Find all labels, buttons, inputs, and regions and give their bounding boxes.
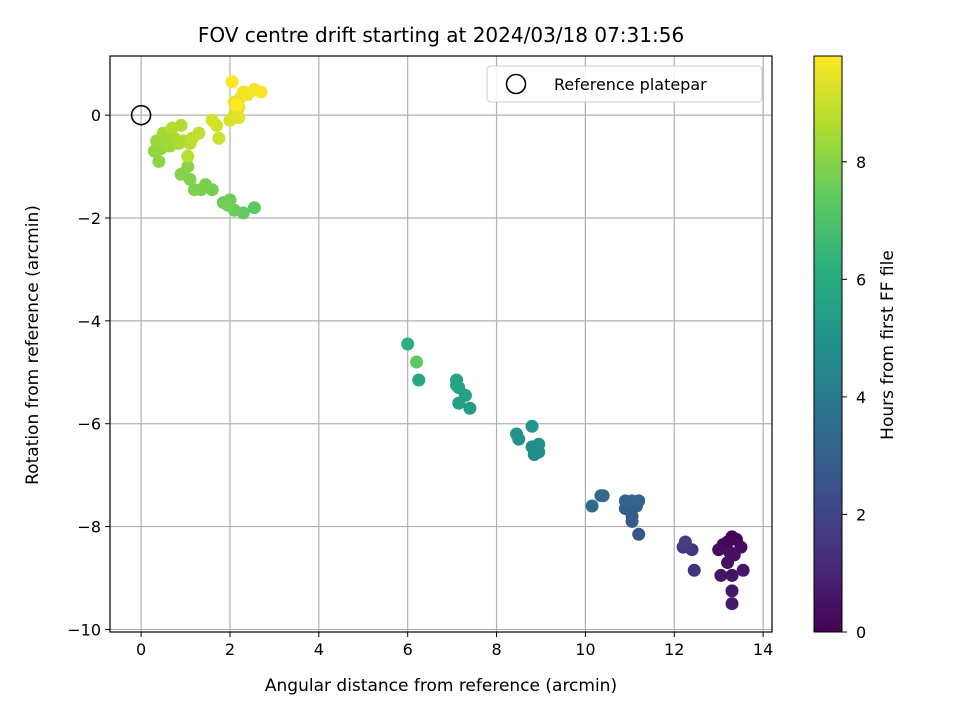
scatter-point (185, 131, 199, 145)
y-tick-label: −10 (67, 620, 101, 639)
scatter-point (618, 494, 632, 508)
scatter-point (725, 597, 739, 611)
scatter-point (687, 563, 701, 577)
x-tick-label: 8 (491, 640, 501, 659)
scatter-point (510, 427, 524, 441)
scatter-point (181, 149, 195, 163)
x-tick-label: 4 (314, 640, 324, 659)
colorbar-tick-label: 4 (856, 388, 866, 407)
scatter-point (212, 131, 226, 145)
scatter-point (401, 337, 415, 351)
scatter-point (463, 401, 477, 415)
x-tick-label: 2 (225, 640, 235, 659)
scatter-point (165, 121, 179, 135)
scatter-point (532, 437, 546, 451)
legend: Reference platepar (486, 65, 763, 103)
plot-area (110, 56, 772, 632)
chart-title: FOV centre drift starting at 2024/03/18 … (198, 23, 684, 47)
scatter-point (181, 160, 195, 174)
legend-marker-icon (505, 73, 527, 95)
colorbar-tick-label: 2 (856, 505, 866, 524)
axis-ticks: 0 2 4 6 8 10 12 14 −10 −8 −6 −4 −2 0 (67, 106, 773, 659)
scatter-point (525, 419, 539, 433)
scatter-point (714, 568, 728, 582)
y-tick-label: −4 (77, 312, 101, 331)
scatter-point (247, 201, 261, 215)
scatter-point (736, 563, 750, 577)
scatter-point (205, 113, 219, 127)
scatter-point (594, 489, 608, 503)
scatter-point (725, 568, 739, 582)
scatter-point (412, 373, 426, 387)
scatter-point (152, 154, 166, 168)
x-tick-label: 0 (136, 640, 146, 659)
x-tick-label: 14 (753, 640, 773, 659)
y-tick-label: 0 (91, 106, 101, 125)
scatter-point (230, 98, 244, 112)
x-tick-label: 10 (575, 640, 595, 659)
plot-frame (109, 55, 773, 633)
scatter-point (254, 85, 268, 99)
legend-box (486, 65, 763, 103)
x-tick-label: 6 (403, 640, 413, 659)
scatter-point (585, 499, 599, 513)
legend-entry-label: Reference platepar (554, 75, 707, 94)
scatter-point (725, 584, 739, 598)
scatter-point (410, 355, 424, 369)
scatter-point (712, 543, 726, 557)
colorbar-tick-label: 8 (856, 153, 866, 172)
scatter-point (632, 527, 646, 541)
y-tick-label: −8 (77, 518, 101, 537)
scatter-point (721, 556, 735, 570)
colorbar-label: Hours from first FF file (878, 250, 898, 440)
x-axis-label: Angular distance from reference (arcmin) (265, 676, 617, 696)
scatter-point (187, 183, 201, 197)
data-points (147, 75, 750, 611)
colorbar-tick-label: 6 (856, 270, 866, 289)
scatter-point (232, 111, 246, 125)
colorbar-tick-label: 0 (856, 623, 866, 642)
scatter-point (450, 373, 464, 387)
y-tick-label: −6 (77, 415, 101, 434)
y-tick-label: −2 (77, 209, 101, 228)
colorbar-ticks: 0 2 4 6 8 (842, 153, 866, 642)
grid (110, 56, 772, 632)
colorbar (813, 55, 843, 633)
y-axis-label: Rotation from reference (arcmin) (23, 205, 43, 485)
x-tick-label: 12 (664, 640, 684, 659)
scatter-point (225, 75, 239, 89)
scatter-point (632, 494, 646, 508)
reference-marker (130, 104, 152, 126)
scatter-point (678, 535, 692, 549)
scatter-point (221, 198, 235, 212)
